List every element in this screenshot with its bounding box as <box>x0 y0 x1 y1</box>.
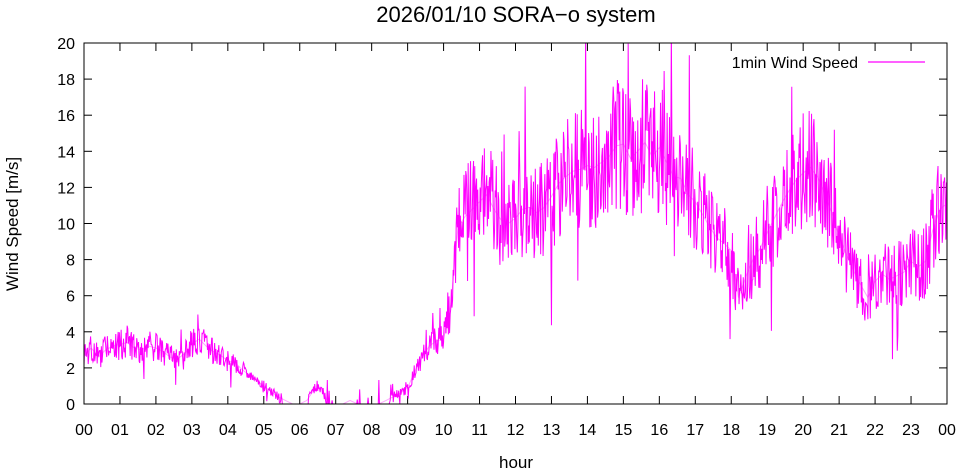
y-tick-label: 10 <box>57 217 75 234</box>
chart-title: 2026/01/10 SORA−o system <box>376 2 655 27</box>
plot-area-frame <box>83 42 948 405</box>
legend: 1min Wind Speed <box>732 55 925 72</box>
x-tick-label: 06 <box>291 422 309 439</box>
x-tick-label: 12 <box>507 422 525 439</box>
x-tick-label: 07 <box>327 422 345 439</box>
y-tick-label: 0 <box>66 397 75 414</box>
x-tick-label: 05 <box>255 422 273 439</box>
series-trend-line <box>84 141 947 404</box>
x-tick-label: 18 <box>722 422 740 439</box>
x-tick-label: 00 <box>938 422 956 439</box>
x-tick-label: 14 <box>579 422 597 439</box>
x-tick-label: 13 <box>543 422 561 439</box>
series-line <box>84 43 947 404</box>
x-tick-label: 20 <box>794 422 812 439</box>
x-tick-labels: 00 01 02 03 04 05 06 07 08 09 10 11 12 13 14 15 16 17 18 19… <box>75 422 956 439</box>
x-tick-label: 08 <box>363 422 381 439</box>
x-tick-label: 10 <box>435 422 453 439</box>
x-tick-label: 15 <box>614 422 632 439</box>
x-tick-label: 23 <box>902 422 920 439</box>
x-axis-label: hour <box>499 453 533 471</box>
x-tick-label: 16 <box>650 422 668 439</box>
x-tick-label: 21 <box>830 422 848 439</box>
x-tick-label: 19 <box>758 422 776 439</box>
y-tick-label: 14 <box>57 144 75 161</box>
x-tick-label: 04 <box>219 422 237 439</box>
y-tick-label: 8 <box>66 253 75 270</box>
y-tick-labels: 0 2 4 6 8 10 12 14 16 18 20 <box>57 36 75 414</box>
x-tick-label: 03 <box>183 422 201 439</box>
y-tick-label: 20 <box>57 36 75 53</box>
x-tick-label: 09 <box>399 422 417 439</box>
y-tick-label: 16 <box>57 108 75 125</box>
y-tick-label: 12 <box>57 180 75 197</box>
x-tick-label: 11 <box>471 422 488 439</box>
legend-label: 1min Wind Speed <box>732 55 858 72</box>
x-tick-label: 00 <box>75 422 93 439</box>
x-tick-label: 02 <box>147 422 165 439</box>
y-tick-label: 2 <box>66 361 75 378</box>
y-tick-label: 4 <box>66 325 75 342</box>
x-tick-label: 01 <box>111 422 129 439</box>
x-tick-label: 22 <box>866 422 884 439</box>
x-tick-label: 17 <box>686 422 704 439</box>
y-tick-label: 18 <box>57 72 75 89</box>
y-axis-label: Wind Speed [m/s] <box>3 157 22 291</box>
y-tick-label: 6 <box>66 289 75 306</box>
